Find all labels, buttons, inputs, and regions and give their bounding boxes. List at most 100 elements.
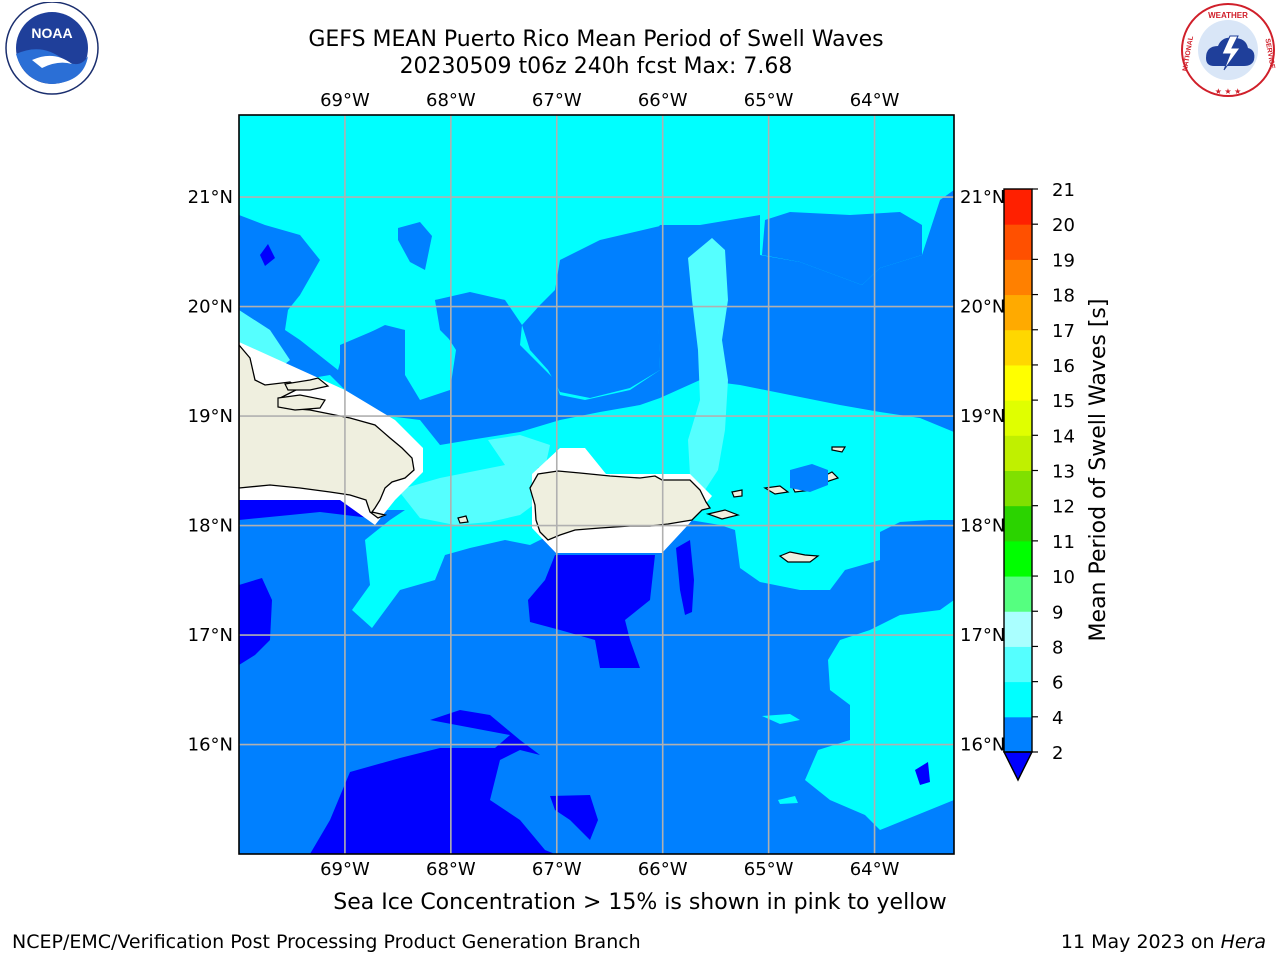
swell-contour-6-8-c — [488, 435, 550, 468]
swell-contour-lt2-se-dot — [915, 762, 930, 785]
colorbar-segment — [1004, 400, 1032, 436]
swell-contour-lt2-south2 — [550, 795, 598, 840]
sea-ice-note: Sea Ice Concentration > 15% is shown in … — [333, 890, 947, 915]
colorbar-tick-label: 11 — [1052, 532, 1075, 553]
colorbar-label: Mean Period of Swell Waves [s] — [1086, 299, 1111, 642]
colorbar-segment — [1004, 329, 1032, 366]
lat-label-right: 17°N — [960, 625, 1005, 646]
swell-contour-lt2-pr-south — [528, 555, 655, 668]
lon-label-top: 64°W — [850, 90, 900, 111]
lon-label-bottom: 67°W — [532, 859, 582, 880]
colorbar-segment — [1004, 224, 1032, 260]
swell-contour-2-4-ne — [762, 212, 922, 285]
map-area — [239, 115, 954, 854]
land-tortuga — [284, 377, 330, 391]
colorbar-segment — [1004, 189, 1032, 225]
colorbar-segment — [1004, 681, 1032, 718]
lat-label-left: 21°N — [188, 187, 233, 208]
lon-label-bottom: 65°W — [744, 859, 794, 880]
colorbar-tick-label: 17 — [1052, 321, 1075, 342]
colorbar-tick-label: 6 — [1052, 673, 1063, 694]
colorbar-tick-label: 19 — [1052, 250, 1075, 271]
lat-label-left: 19°N — [188, 406, 233, 427]
swell-contour-2-4-c — [435, 292, 505, 345]
footer-host: Hera — [1220, 931, 1266, 953]
footer-branch: NCEP/EMC/Verification Post Processing Pr… — [12, 931, 641, 953]
lon-label-bottom: 69°W — [320, 859, 370, 880]
lat-label-left: 17°N — [188, 625, 233, 646]
swell-contour-6-8-b — [398, 460, 545, 525]
colorbar-tick-label: 13 — [1052, 462, 1075, 483]
lat-label-right: 20°N — [960, 297, 1005, 318]
land-culebra — [731, 489, 743, 498]
lon-label-bottom: 68°W — [426, 859, 476, 880]
colorbar-tick-label: 2 — [1052, 743, 1063, 764]
chart-subtitle: 20230509 t06z 240h fcst Max: 7.68 — [399, 54, 793, 79]
lat-label-left: 16°N — [188, 735, 233, 756]
svg-text:WEATHER: WEATHER — [1208, 11, 1248, 20]
colorbar-segment — [1004, 646, 1032, 683]
lon-label-top: 65°W — [744, 90, 794, 111]
colorbar-tick-label: 20 — [1052, 215, 1075, 236]
swell-contour-6-8 — [688, 238, 728, 490]
swell-contour-2-4-bvi — [790, 464, 828, 492]
lat-label-left: 18°N — [188, 516, 233, 537]
colorbar: 2 4 6 8 9 10 11 12 13 14 15 16 17 18 19 20 21 — [1002, 180, 1075, 782]
noaa-logo: NOAA — [5, 2, 99, 95]
lon-label-top: 68°W — [426, 90, 476, 111]
land-anguilla — [831, 446, 847, 453]
footer-date: 11 May 2023 on Hera — [1061, 931, 1266, 953]
land-st-croix — [778, 551, 820, 563]
colorbar-tick-label: 9 — [1052, 602, 1063, 623]
svg-text:★ ★ ★: ★ ★ ★ — [1215, 87, 1242, 96]
colorbar-segment — [1004, 259, 1032, 296]
swell-contour-4-6-sw-patch — [762, 714, 800, 724]
lon-label-top: 66°W — [638, 90, 688, 111]
land-gonave — [277, 394, 326, 411]
swell-contour-lt2-south — [310, 710, 555, 854]
chart-title: GEFS MEAN Puerto Rico Mean Period of Swe… — [308, 27, 884, 52]
colorbar-segment — [1004, 716, 1032, 753]
colorbar-tick-label: 21 — [1052, 180, 1075, 201]
swell-contour-2-4-ctop — [398, 222, 432, 270]
lat-label-right: 16°N — [960, 735, 1005, 756]
lon-label-bottom: 66°W — [638, 859, 688, 880]
colorbar-tick-label: 4 — [1052, 708, 1063, 729]
colorbar-segment — [1004, 540, 1032, 577]
nws-logo: WEATHER NATIONAL SERVICE ★ ★ ★ — [1181, 3, 1276, 97]
swell-contour-lt2-strip — [239, 500, 370, 520]
swell-contour-2-4-w — [340, 328, 405, 385]
map-frame — [238, 114, 955, 855]
colorbar-extend-arrow — [1002, 751, 1034, 782]
land-vieques — [705, 509, 740, 520]
colorbar-segment — [1004, 364, 1032, 401]
colorbar-segment — [1004, 435, 1032, 471]
land-mona — [457, 515, 469, 524]
lat-label-right: 19°N — [960, 406, 1005, 427]
colorbar-tick-label: 15 — [1052, 391, 1075, 412]
colorbar-tick-label: 14 — [1052, 426, 1075, 447]
lon-label-top: 67°W — [532, 90, 582, 111]
noaa-logo-text: NOAA — [31, 25, 72, 41]
colorbar-tick-label: 10 — [1052, 567, 1075, 588]
swell-contour-lt2-east — [676, 540, 694, 615]
lon-label-top: 69°W — [320, 90, 370, 111]
colorbar-tick-label: 8 — [1052, 637, 1063, 658]
swell-contour-lt2-nw-dot — [260, 244, 275, 266]
swell-contour-lt2-west — [239, 578, 272, 665]
colorbar-tick-label: 16 — [1052, 356, 1075, 377]
lon-label-bottom: 64°W — [850, 859, 900, 880]
lat-label-right: 18°N — [960, 516, 1005, 537]
colorbar-segment — [1004, 576, 1032, 612]
lat-label-left: 20°N — [188, 297, 233, 318]
colorbar-segment — [1004, 611, 1032, 647]
colorbar-segment — [1004, 470, 1032, 507]
swell-contour-4-6-s-patch — [778, 796, 798, 804]
colorbar-tick-label: 18 — [1052, 286, 1075, 307]
swell-contour-2-4-nw2 — [239, 262, 300, 305]
graticule — [239, 115, 954, 854]
lat-label-right: 21°N — [960, 187, 1005, 208]
colorbar-tick-label: 12 — [1052, 497, 1075, 518]
footer-date-text: 11 May 2023 on — [1060, 931, 1221, 953]
swell-contour-2-4-e — [905, 318, 954, 355]
